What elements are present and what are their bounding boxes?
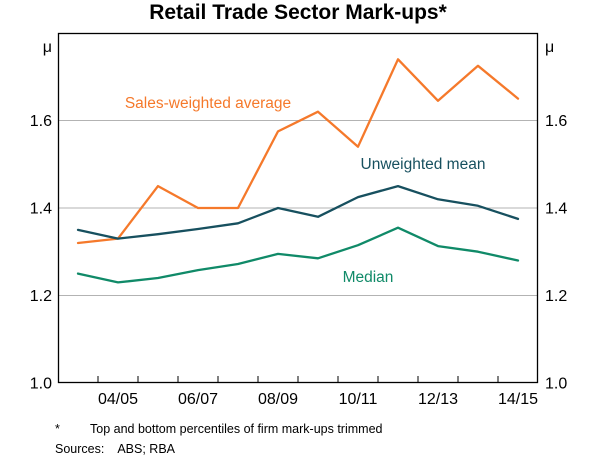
y-tick-label-right-1.6: 1.6 [545, 113, 567, 130]
x-tick-label-14-15: 14/15 [498, 391, 538, 408]
y-tick-label-left-1.4: 1.4 [30, 201, 52, 218]
footnote-text: Top and bottom percentiles of firm mark-… [90, 422, 383, 436]
chart-canvas: Sales-weighted average Unweighted mean Med… [30, 32, 567, 408]
y-tick-label-left-1.6: 1.6 [30, 113, 52, 130]
unit-label-right: μ [545, 39, 554, 56]
chart-footnote: * Top and bottom percentiles of firm mar… [55, 421, 382, 458]
x-tick-label-10-11: 10/11 [339, 391, 378, 408]
series-line-sales-weighted-average [76, 58, 520, 245]
chart-title: Retail Trade Sector Mark-ups* [149, 1, 447, 24]
plot-frame [57, 32, 539, 384]
unit-label-left: μ [43, 39, 52, 56]
sources-text: ABS; RBA [117, 442, 176, 456]
y-tick-label-left-1.2: 1.2 [30, 288, 52, 305]
series-line-median [76, 226, 520, 284]
series-line-unweighted-mean [76, 184, 520, 240]
x-tick-label-12-13: 12/13 [418, 391, 458, 408]
y-tick-label-right-1.2: 1.2 [545, 288, 567, 305]
series-label-sales-weighted-average: Sales-weighted average [125, 95, 291, 112]
series-label-unweighted-mean: Unweighted mean [361, 156, 486, 173]
y-tick-label-right-1.4: 1.4 [545, 201, 567, 218]
x-tick-label-06-07: 06/07 [178, 391, 218, 408]
y-tick-label-left-1.0: 1.0 [30, 376, 52, 393]
footnote-marker: * [55, 422, 60, 436]
y-tick-label-right-1.0: 1.0 [545, 376, 567, 393]
x-tick-label-08-09: 08/09 [258, 391, 298, 408]
series-label-median: Median [343, 269, 394, 286]
x-tick-label-04-05: 04/05 [98, 391, 138, 408]
sources-label: Sources: [55, 442, 105, 456]
